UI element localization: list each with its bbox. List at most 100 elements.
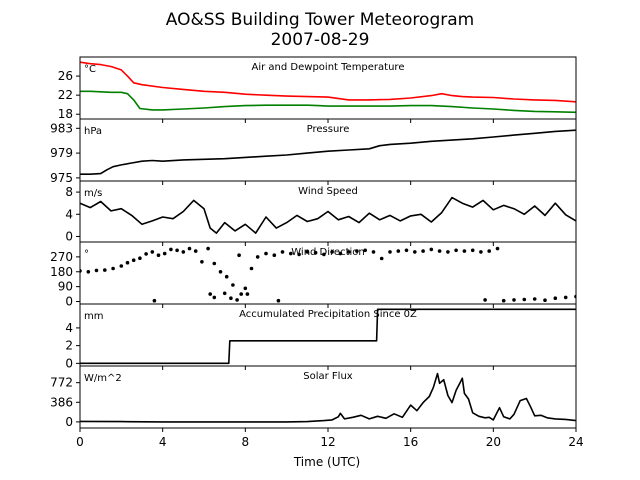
panel-3-point xyxy=(235,298,239,302)
panel-3-point xyxy=(169,247,173,252)
y-tick-label: 0 xyxy=(65,356,73,370)
panel-5-title: Solar Flux xyxy=(303,371,353,382)
panel-3-point xyxy=(276,298,281,303)
panel-3-point xyxy=(218,270,223,274)
panel-3-point xyxy=(522,297,527,302)
y-tick-label: 772 xyxy=(50,376,73,390)
panel-3-point xyxy=(229,296,233,301)
panel-3-point xyxy=(208,292,212,296)
panel-3-point xyxy=(289,251,293,256)
panel-3-point xyxy=(512,298,516,302)
panel-0: 18 22 26 Air and Dewpoint Temperature °C xyxy=(58,56,577,123)
panel-3-title: Wind Direction xyxy=(291,247,365,258)
panel-3-point xyxy=(543,298,547,303)
panel-3-point xyxy=(297,252,301,257)
panel-3-point xyxy=(487,249,492,253)
panel-3-point xyxy=(429,247,434,252)
panel-3-point xyxy=(363,248,368,253)
panel-3-point xyxy=(264,251,268,256)
y-tick-label: 0 xyxy=(65,229,73,243)
x-tick-label: 20 xyxy=(486,435,501,449)
panel-3-point xyxy=(119,264,124,268)
panel-3-point xyxy=(193,249,198,253)
panel-0-title: Air and Dewpoint Temperature xyxy=(252,62,405,73)
panel-3-point xyxy=(212,261,217,266)
panel-3-point xyxy=(437,249,442,253)
y-tick-label: 8 xyxy=(65,185,73,199)
panel-4: 0 2 4 Accumulated Precipitation Since 0Z mm xyxy=(65,303,577,370)
panel-4-series-0 xyxy=(80,308,576,365)
y-tick-label: 18 xyxy=(58,107,73,121)
y-tick-label: 270 xyxy=(50,250,73,264)
panel-3-point xyxy=(421,249,425,253)
panel-3-point xyxy=(532,297,537,301)
panel-3-point xyxy=(150,250,155,254)
panel-4-data xyxy=(80,308,576,365)
y-tick-label: 26 xyxy=(58,69,73,83)
panel-1-data xyxy=(80,129,576,175)
panel-3-point xyxy=(322,252,326,257)
panel-5-data xyxy=(80,372,576,423)
panel-5-unit: W/m^2 xyxy=(84,373,122,384)
panel-5: 0 386 772 0 4 8 12 16 20 24 Solar Flux W/m^2 xyxy=(50,365,584,449)
panel-3-point xyxy=(313,250,318,255)
panel-3-point xyxy=(330,250,334,254)
panel-3-point xyxy=(446,250,450,254)
panel-3-data xyxy=(80,246,576,303)
y-tick-label: 4 xyxy=(65,321,73,335)
y-tick-label: 0 xyxy=(65,295,73,309)
x-tick-label: 16 xyxy=(403,435,418,449)
panel-3-point xyxy=(379,256,384,261)
panel-3-point xyxy=(111,266,115,271)
panel-3-point xyxy=(553,296,558,301)
panel-3-point xyxy=(200,260,204,264)
panel-3-point xyxy=(255,255,260,259)
panel-3-point xyxy=(355,249,359,253)
panel-3-point xyxy=(237,253,241,257)
y-tick-label: 4 xyxy=(65,207,73,221)
x-tick-label: 12 xyxy=(320,435,335,449)
panel-3-point xyxy=(413,250,417,254)
panel-3-point xyxy=(94,268,99,273)
panel-3-point xyxy=(103,268,107,272)
panel-3-point xyxy=(483,298,487,302)
panel-3-point xyxy=(338,251,343,256)
panel-3-point xyxy=(462,249,467,253)
panel-4-unit: mm xyxy=(84,311,103,322)
panel-3-point xyxy=(181,250,186,254)
panel-2-title: Wind Speed xyxy=(298,186,358,197)
panel-3-point xyxy=(125,260,130,265)
panel-2-data xyxy=(80,196,576,234)
x-tick-label: 24 xyxy=(568,435,583,449)
panel-3-point xyxy=(231,283,235,287)
panel-3-point xyxy=(280,250,285,254)
panel-1: 975 979 983 Pressure hPa xyxy=(50,118,577,185)
panel-1-title: Pressure xyxy=(307,124,350,135)
figure-title: AO&SS Building Tower Meteorogram xyxy=(166,10,474,30)
panel-3-point xyxy=(396,249,401,253)
y-tick-label: 180 xyxy=(50,265,73,279)
y-tick-label: 983 xyxy=(50,121,73,135)
x-axis-label: Time (UTC) xyxy=(293,455,360,469)
panel-3-point xyxy=(470,248,475,253)
panel-3-point xyxy=(388,250,392,254)
y-tick-label: 0 xyxy=(65,415,73,429)
panel-2-series-0 xyxy=(80,196,576,234)
panel-3-point xyxy=(86,270,91,274)
panel-3-point xyxy=(239,292,243,296)
y-tick-label: 22 xyxy=(58,88,73,102)
panel-3-point xyxy=(206,246,210,251)
panel-1-unit: hPa xyxy=(84,126,102,137)
panel-0-data xyxy=(80,61,576,114)
panel-0-series-0 xyxy=(80,61,576,103)
panel-3-point xyxy=(346,250,351,254)
x-tick-label: 4 xyxy=(159,435,167,449)
panel-3-point xyxy=(371,250,376,254)
figure-subtitle: 2007-08-29 xyxy=(271,30,370,50)
panel-3-point xyxy=(212,295,217,300)
panel-3-point xyxy=(243,286,248,291)
panel-4-title: Accumulated Precipitation Since 0Z xyxy=(239,309,417,320)
panel-3-point xyxy=(272,253,277,257)
